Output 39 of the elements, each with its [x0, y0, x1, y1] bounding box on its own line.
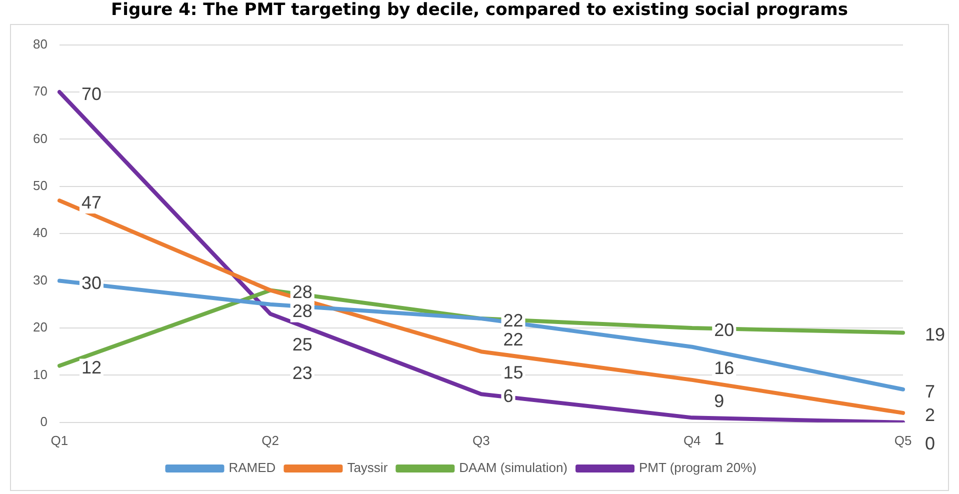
y-tick-label: 30 — [32, 272, 48, 288]
legend-label: DAAM (simulation) — [459, 460, 568, 476]
y-tick-label: 0 — [40, 414, 48, 429]
y-tick-label: 70 — [32, 84, 48, 99]
x-tick-label: Q1 — [50, 432, 68, 448]
data-label: 28 — [292, 301, 312, 322]
legend-label: PMT (program 20%) — [639, 460, 757, 476]
data-label: 19 — [925, 324, 946, 345]
data-label: 23 — [292, 362, 312, 383]
x-tick-label: Q3 — [472, 432, 490, 448]
data-label: 47 — [81, 192, 102, 213]
data-label: 22 — [503, 330, 524, 350]
y-tick-label: 80 — [32, 36, 48, 52]
y-tick-label: 20 — [32, 320, 48, 335]
data-label: 0 — [925, 433, 936, 454]
data-label: 16 — [714, 358, 734, 378]
data-label: 1 — [714, 428, 724, 449]
data-label: 30 — [81, 272, 102, 293]
y-tick-label: 10 — [32, 366, 48, 382]
data-label: 70 — [81, 84, 102, 104]
y-tick-label: 50 — [32, 178, 48, 193]
y-tick-label: 60 — [32, 130, 48, 146]
y-tick-label: 40 — [32, 225, 48, 240]
x-tick-label: Q4 — [683, 432, 701, 448]
data-label: 9 — [714, 390, 724, 411]
x-tick-label: Q2 — [262, 432, 280, 448]
data-label: 15 — [503, 362, 524, 383]
data-label: 25 — [292, 334, 312, 354]
data-label: 7 — [925, 381, 936, 402]
data-label: 20 — [714, 320, 734, 340]
data-label: 2 — [925, 404, 936, 425]
data-label: 22 — [503, 310, 524, 331]
legend-label: Tayssir — [347, 460, 388, 476]
data-label: 28 — [292, 282, 312, 302]
legend-label: RAMED — [228, 460, 276, 476]
data-label: 12 — [81, 358, 102, 378]
data-label: 6 — [503, 386, 514, 406]
x-tick-label: Q5 — [894, 432, 912, 448]
chart-title: Figure 4: The PMT targeting by decile, compared to existing social programs — [110, 0, 849, 20]
